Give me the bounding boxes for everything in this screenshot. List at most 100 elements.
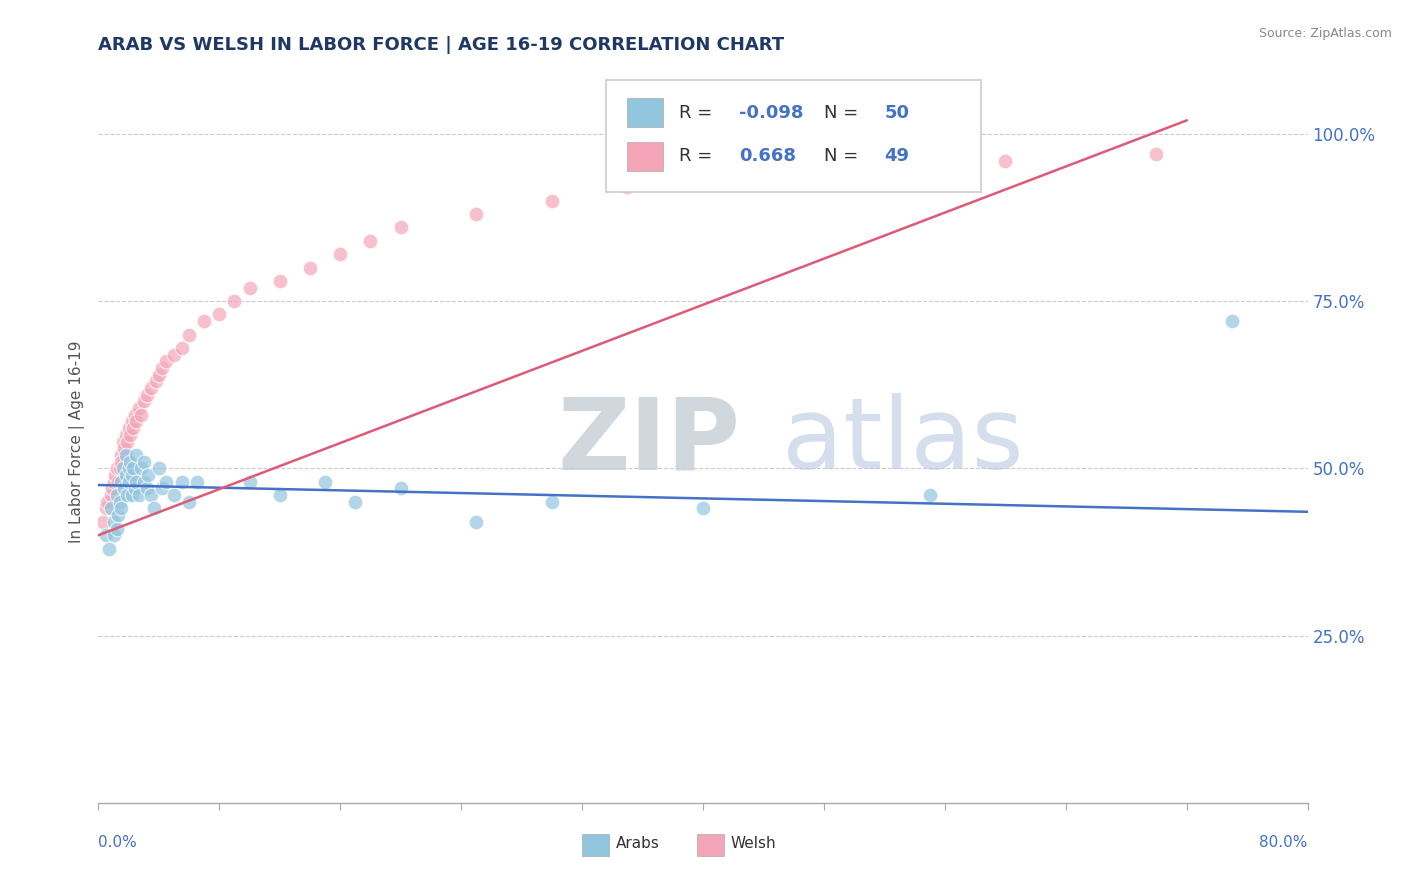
Point [110,501,132,516]
Point [120,455,142,469]
Point [103,515,125,529]
Point [692,501,714,516]
Point [179,494,201,508]
Text: Welsh: Welsh [731,837,776,852]
Point [616,180,638,194]
Point [104,467,127,482]
Point [128,401,150,416]
Point [125,448,148,462]
Point [112,482,135,496]
Point [1144,147,1167,161]
Point [91,515,114,529]
Point [768,161,790,175]
Point [122,461,145,475]
Point [540,194,562,208]
Point [110,455,132,469]
Point [110,448,132,462]
Y-axis label: In Labor Force | Age 16-19: In Labor Force | Age 16-19 [69,340,84,543]
Point [389,220,412,235]
Point [108,494,131,508]
Point [101,482,124,496]
Point [112,442,135,455]
Text: ARAB VS WELSH IN LABOR FORCE | AGE 16-19 CORRELATION CHART: ARAB VS WELSH IN LABOR FORCE | AGE 16-19… [98,36,785,54]
Point [186,475,208,489]
Point [239,281,262,295]
Text: 0.668: 0.668 [740,147,796,165]
Point [129,408,152,422]
Point [103,528,125,542]
Point [269,488,291,502]
Point [107,508,129,523]
Text: R =: R = [679,147,718,165]
Point [141,381,163,395]
Point [360,234,382,248]
Point [115,488,138,502]
Point [94,528,117,542]
Point [121,488,143,502]
Point [143,501,166,516]
Point [124,408,146,422]
Point [148,461,170,475]
Text: N =: N = [824,103,863,122]
Point [179,327,201,342]
Point [170,341,193,355]
Point [994,153,1017,168]
Point [111,434,134,449]
Point [314,475,336,489]
Point [135,482,157,496]
Point [103,475,125,489]
Text: 50: 50 [884,103,910,122]
Point [132,475,155,489]
Point [122,421,145,435]
Point [125,475,148,489]
Point [1220,314,1243,328]
Point [125,414,148,429]
FancyBboxPatch shape [606,80,981,193]
Point [110,475,132,489]
Point [135,387,157,401]
Bar [627,98,664,128]
Point [465,515,488,529]
Text: Arabs: Arabs [616,837,659,852]
Point [121,414,143,429]
Point [94,501,117,516]
Text: N =: N = [824,147,863,165]
Point [108,461,131,475]
Point [148,368,170,382]
Text: 49: 49 [884,147,910,165]
Point [150,482,173,496]
Point [155,475,177,489]
Point [918,488,941,502]
Point [465,207,488,221]
Point [118,475,141,489]
Point [129,461,152,475]
Point [128,488,150,502]
Bar [697,834,724,855]
Point [114,448,136,462]
Point [150,361,173,376]
Point [389,482,412,496]
Point [193,314,215,328]
Point [114,467,136,482]
Point [114,427,136,442]
Point [98,541,121,556]
Bar [582,834,609,855]
Point [224,294,246,309]
Point [100,488,122,502]
Point [344,494,367,508]
Point [111,461,134,475]
Point [299,260,322,275]
Point [163,488,186,502]
Point [163,348,186,362]
Text: -0.098: -0.098 [740,103,804,122]
Point [155,354,177,368]
Text: Source: ZipAtlas.com: Source: ZipAtlas.com [1258,27,1392,40]
Point [329,247,352,261]
Point [208,307,231,322]
Point [170,475,193,489]
Point [132,455,155,469]
Point [136,467,159,482]
Point [141,488,163,502]
Point [107,475,129,489]
Point [115,434,138,449]
